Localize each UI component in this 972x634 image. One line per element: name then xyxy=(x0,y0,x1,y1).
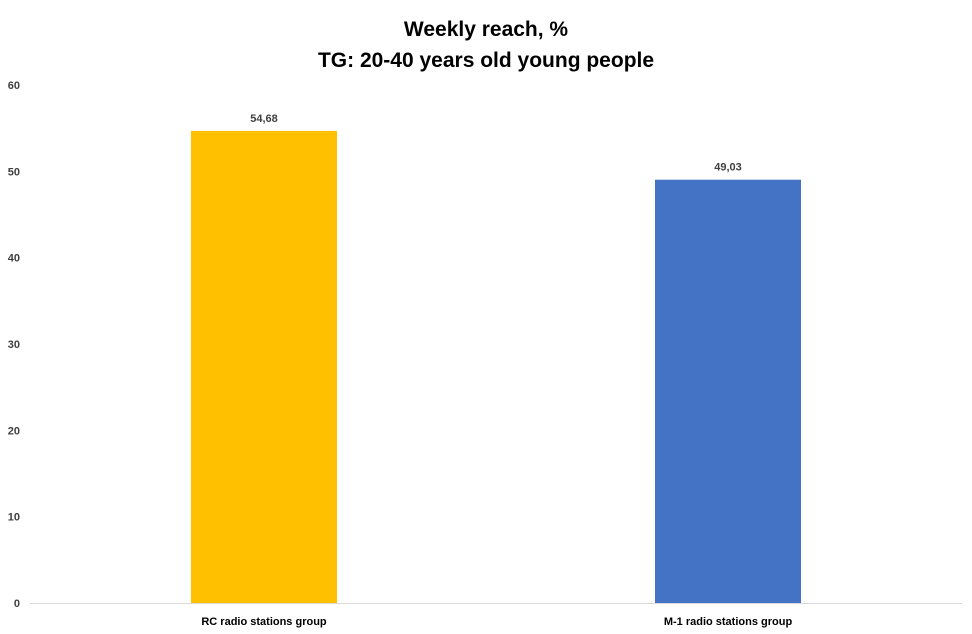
bar xyxy=(655,179,801,603)
y-tick-label: 0 xyxy=(14,598,20,610)
y-tick-label: 30 xyxy=(8,339,20,351)
y-tick-label: 50 xyxy=(8,166,20,178)
data-label: 54,68 xyxy=(250,113,278,125)
y-tick-label: 60 xyxy=(8,80,20,92)
data-label: 49,03 xyxy=(714,162,742,174)
chart-subtitle: TG: 20-40 years old young people xyxy=(317,49,655,72)
y-tick-label: 20 xyxy=(8,425,20,437)
y-tick-label: 10 xyxy=(8,512,20,524)
y-tick-label: 40 xyxy=(8,253,20,265)
x-category-label: RC radio stations group xyxy=(201,616,327,628)
bar xyxy=(191,130,337,604)
chart-title: Weekly reach, % xyxy=(403,18,569,41)
x-category-label: M-1 radio stations group xyxy=(664,616,793,628)
